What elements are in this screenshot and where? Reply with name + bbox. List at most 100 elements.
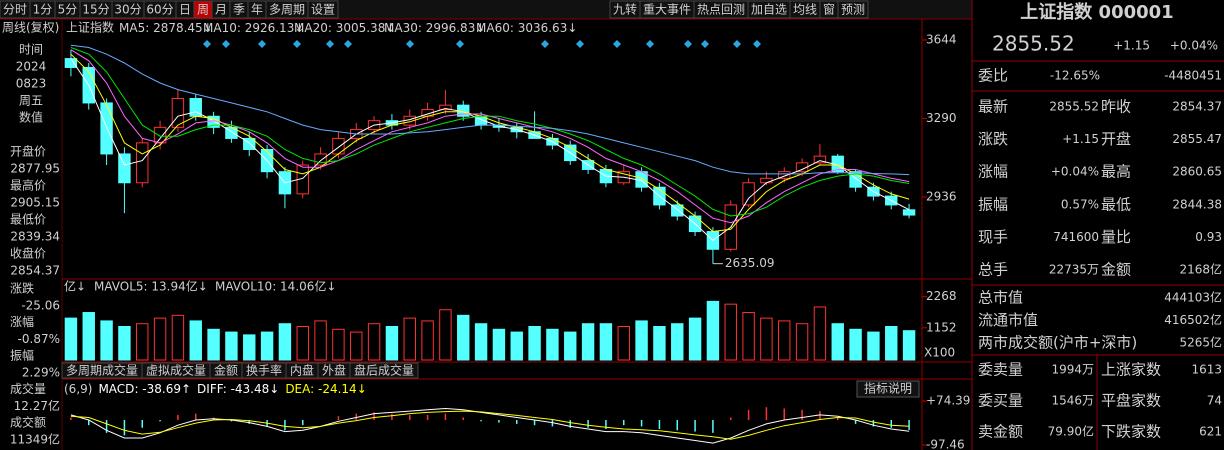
volume-bar: [528, 326, 541, 361]
tool-button[interactable]: [837, 0, 869, 19]
volume-bar: [118, 326, 131, 361]
market-value: 444103亿: [1164, 290, 1222, 305]
indicator-tab-label: 金额: [214, 363, 238, 378]
ma-legend-sep: :: [145, 21, 153, 35]
macd-legend-value: -43.48: [231, 382, 270, 396]
candle-body: [136, 142, 149, 184]
market-label: 总市值: [978, 289, 1023, 307]
volume-bar: [778, 320, 791, 361]
y-tick-label: 2268: [926, 289, 957, 303]
sidebar-time: 0823: [16, 77, 47, 91]
candle-body: [795, 162, 809, 173]
volume-bar: [367, 323, 381, 361]
candle-body: [849, 171, 862, 188]
volume-bar: [902, 330, 916, 361]
candle-body: [439, 104, 452, 111]
volume-bar: [421, 320, 434, 361]
volume-bar: [867, 331, 880, 361]
ma-line: [70, 53, 910, 233]
period-tab-label: 15分: [82, 3, 109, 17]
quote-label: 量比: [1101, 228, 1131, 246]
volume-bar: [474, 323, 488, 361]
order-value: 79.90亿: [1048, 424, 1094, 439]
ma-legend-trend: ↓: [385, 21, 395, 35]
volume-bar: [439, 309, 452, 361]
ma-legend-sep: :: [418, 21, 426, 35]
period-tab-label: 日: [179, 3, 191, 17]
quote-value: 0.57%: [1061, 197, 1099, 211]
indicator-tab-label: 盘后成交量: [354, 363, 414, 378]
volume-bar: [260, 331, 274, 361]
ma-legend-value: 2878.45: [153, 21, 203, 35]
volume-bar: [671, 323, 684, 361]
sidebar-label: 最高价: [10, 178, 46, 193]
volume-bar: [189, 320, 202, 361]
quote-label: 涨跌: [978, 130, 1008, 148]
order-value: 621: [1199, 425, 1222, 439]
help-button[interactable]: [856, 380, 920, 398]
volume-legend: MAVOL10: 14.06亿↓: [215, 279, 336, 294]
candle-body: [813, 155, 827, 164]
period-tab-label: 60分: [146, 3, 173, 17]
order-label: 平盘家数: [1101, 392, 1161, 410]
sidebar-value: 12.27亿: [14, 398, 60, 413]
order-label: 下跌家数: [1101, 423, 1161, 441]
chart-title: 上证指数: [66, 20, 114, 35]
tool-button-label: 九转: [613, 2, 637, 17]
ma-legend: MA5: 2878.45↓: [119, 21, 213, 35]
volume-bar: [296, 326, 309, 361]
volume-legend: 亿↓: [64, 279, 86, 294]
volume-bar: [278, 323, 292, 361]
sidebar-label: 振幅: [10, 348, 34, 363]
candle-body: [671, 204, 684, 217]
weibi-pct: -12.65%: [1050, 69, 1100, 83]
quote-label: 总手: [978, 261, 1008, 279]
y-tick-label: 3644: [926, 32, 957, 46]
candle-body: [171, 98, 185, 128]
candle-body: [314, 153, 327, 166]
sidebar-time: 2024: [16, 60, 47, 74]
ma-legend-trend: ↓: [203, 21, 213, 35]
candle-body: [760, 177, 773, 184]
period-tab-label: 设置: [311, 3, 335, 17]
volume-bar: [350, 331, 363, 361]
ma-legend-sep: :: [328, 21, 336, 35]
quote-label: 涨幅: [978, 163, 1008, 181]
ma-legend: MA30: 2996.83↓: [384, 21, 485, 35]
sidebar-value: 2854.37: [10, 264, 60, 278]
candle-body: [742, 182, 755, 206]
volume-bar: [760, 317, 773, 361]
help-button-label: 指标说明: [864, 381, 912, 396]
sidebar-label: 成交量: [10, 381, 46, 396]
volume-bar: [688, 317, 702, 361]
sidebar-time: 周五: [19, 94, 43, 108]
quote-label: 最新: [978, 98, 1008, 116]
quote-value: 741600: [1053, 230, 1099, 244]
volume-bar: [100, 320, 113, 361]
indicator-tab-label: 外盘: [322, 363, 346, 378]
tool-button-label: 窗: [823, 3, 835, 17]
tool-button-label: 均线: [793, 3, 817, 17]
period-tab[interactable]: [307, 0, 339, 19]
quote-label: 最低: [1101, 195, 1131, 213]
indicator-tab-label: 多周期成交量: [66, 363, 138, 378]
period-tab-label: 月: [215, 3, 227, 17]
indicator-tab[interactable]: [349, 362, 419, 379]
volume-bar: [599, 323, 613, 361]
order-label: 委卖量: [978, 361, 1023, 379]
volume-bar: [243, 334, 256, 361]
market-label: 两市成交额(沪市+深市): [978, 334, 1137, 352]
indicator-tab-label: 虚拟成交量: [146, 363, 206, 378]
macd-legend-trend: ↓: [269, 382, 279, 396]
ma-legend-value: 3005.38: [336, 21, 386, 35]
volume-bar: [813, 306, 827, 361]
ma-legend-name: MA5: [119, 21, 145, 35]
quote-value: 22735万: [1049, 263, 1099, 277]
quote-value: 0.93: [1195, 230, 1222, 244]
sidebar-time: 数值: [19, 110, 43, 125]
quote-value: +1.15: [1062, 132, 1099, 146]
ma-line: [70, 44, 910, 176]
quote-price: 2855.52: [992, 32, 1075, 56]
y-tick-label: +74.39: [926, 394, 970, 408]
volume-bar: [635, 320, 648, 361]
